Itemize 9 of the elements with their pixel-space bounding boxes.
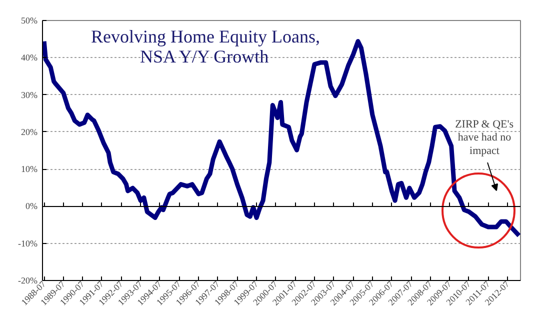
- y-tick-label: 30%: [21, 90, 38, 100]
- annotation: ZIRP & QE's have had no impact: [455, 118, 514, 157]
- y-tick-label: -10%: [18, 238, 38, 248]
- y-tick-label: 20%: [21, 126, 38, 137]
- text: Revolving Home Equity Loans, NSA Y/Y Growth: [91, 26, 320, 66]
- y-tick-label: 0%: [26, 201, 38, 212]
- y-tick-label: 50%: [21, 16, 38, 26]
- y-tick-label: 40%: [21, 52, 38, 63]
- y-tick-label: 10%: [21, 164, 38, 174]
